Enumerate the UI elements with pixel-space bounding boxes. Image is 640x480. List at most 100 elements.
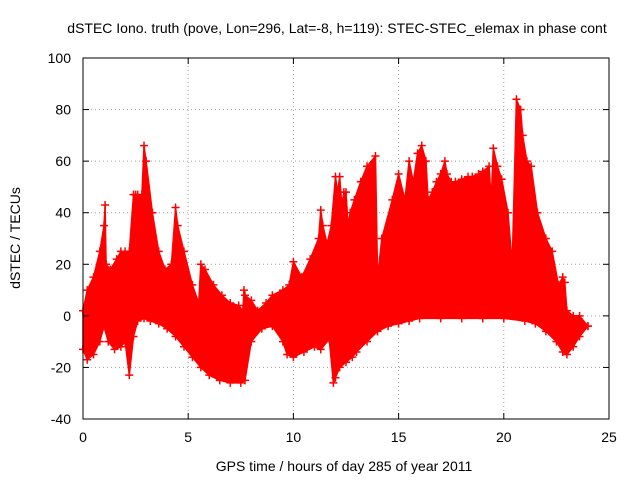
upper-point: [518, 131, 527, 140]
upper-point: [297, 273, 306, 282]
lower-point: [583, 322, 592, 331]
x-tick-label: 0: [79, 429, 87, 445]
upper-point: [278, 286, 287, 295]
lower-point: [562, 350, 571, 359]
upper-point: [247, 296, 256, 305]
upper-point: [125, 247, 134, 256]
upper-point: [102, 260, 111, 269]
upper-point: [575, 311, 584, 320]
upper-point: [201, 265, 210, 274]
upper-point: [335, 172, 344, 181]
upper-point: [421, 157, 430, 166]
upper-point: [388, 195, 397, 204]
lower-point: [163, 324, 172, 333]
upper-point: [83, 286, 92, 295]
lower-point: [278, 337, 287, 346]
upper-point: [173, 221, 182, 230]
lower-point: [171, 332, 180, 341]
upper-point: [289, 257, 298, 266]
upper-point: [527, 162, 536, 171]
lower-point: [268, 322, 277, 331]
upper-point: [285, 280, 294, 289]
upper-point: [188, 280, 197, 289]
upper-point: [142, 157, 151, 166]
lower-point: [110, 345, 119, 354]
upper-point: [394, 170, 403, 179]
y-tick-label: 80: [55, 102, 71, 118]
lower-point: [478, 314, 487, 323]
lower-point: [373, 327, 382, 336]
x-tick-label: 10: [286, 429, 302, 445]
upper-point: [533, 208, 542, 217]
upper-point: [306, 255, 315, 264]
upper-point: [428, 188, 437, 197]
lower-point: [520, 317, 529, 326]
upper-point: [468, 172, 477, 181]
lower-point: [89, 350, 98, 359]
upper-point: [346, 208, 355, 217]
upper-point: [167, 260, 176, 269]
lower-point: [226, 378, 235, 387]
lower-point: [552, 337, 561, 346]
upper-point: [516, 105, 525, 114]
lower-point: [575, 332, 584, 341]
y-tick-label: -20: [51, 359, 71, 375]
lower-point: [289, 353, 298, 362]
upper-point: [541, 234, 550, 243]
lower-point: [100, 322, 109, 331]
lower-point: [83, 355, 92, 364]
upper-point: [562, 306, 571, 315]
y-tick-label: 0: [63, 308, 71, 324]
lower-point: [196, 363, 205, 372]
y-tick-label: 20: [55, 256, 71, 272]
upper-point: [95, 247, 104, 256]
lower-point: [283, 350, 292, 359]
lower-point: [257, 324, 266, 333]
upper-point: [253, 306, 262, 315]
x-tick-label: 20: [496, 429, 512, 445]
upper-point: [344, 221, 353, 230]
upper-point: [504, 208, 513, 217]
lower-point: [394, 319, 403, 328]
lower-point: [316, 345, 325, 354]
lower-point: [205, 371, 214, 380]
y-tick-label: 40: [55, 205, 71, 221]
y-tick-label: 100: [48, 50, 72, 66]
ticks: 0 5 10 15 20 25 -40 -20 0 20 40 60 80 100: [48, 50, 617, 445]
lower-point: [405, 317, 414, 326]
upper-point: [314, 234, 323, 243]
upper-point: [89, 273, 98, 282]
upper-point: [485, 162, 494, 171]
lower-point: [241, 376, 250, 385]
lower-point: [215, 376, 224, 385]
upper-point: [148, 208, 157, 217]
upper-point: [548, 247, 557, 256]
upper-point: [316, 206, 325, 215]
upper-point: [100, 221, 109, 230]
y-tick-label: 60: [55, 153, 71, 169]
lower-point: [457, 314, 466, 323]
upper-point: [493, 162, 502, 171]
upper-point: [154, 247, 163, 256]
upper-point: [350, 195, 359, 204]
upper-point: [489, 144, 498, 153]
lower-point: [95, 337, 104, 346]
lower-point: [133, 317, 142, 326]
upper-point: [140, 141, 149, 150]
y-tick-label: -40: [51, 411, 71, 427]
lower-point: [140, 314, 149, 323]
upper-point: [522, 157, 531, 166]
upper-point: [371, 151, 380, 160]
lower-point: [531, 319, 540, 328]
lower-point: [125, 371, 134, 380]
lower-point: [247, 337, 256, 346]
upper-point: [342, 188, 350, 197]
lower-point: [325, 335, 334, 344]
upper-point: [487, 195, 496, 204]
lower-point: [415, 314, 424, 323]
upper-point: [318, 221, 327, 230]
lower-point: [348, 353, 357, 362]
upper-point: [451, 177, 460, 186]
data-series: [79, 95, 592, 387]
upper-point: [512, 95, 521, 104]
